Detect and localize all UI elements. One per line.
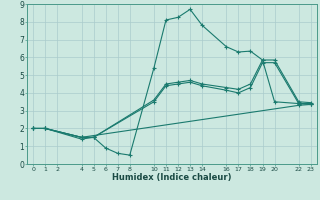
X-axis label: Humidex (Indice chaleur): Humidex (Indice chaleur) bbox=[112, 173, 232, 182]
